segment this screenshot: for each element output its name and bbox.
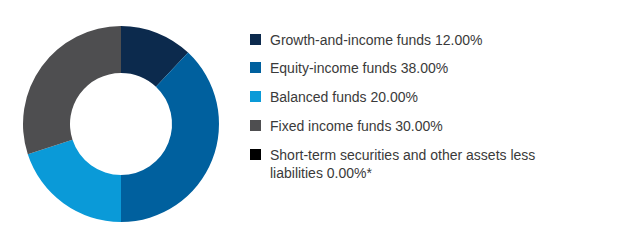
legend-value: 38.00% (401, 60, 448, 76)
legend-swatch (250, 120, 261, 131)
legend-label: Balanced funds (270, 89, 367, 105)
slice (121, 53, 219, 222)
legend-item: Balanced funds 20.00% (250, 88, 418, 106)
legend-swatch (250, 34, 261, 45)
legend-value: 30.00% (395, 118, 442, 134)
legend-text: Balanced funds 20.00% (270, 88, 418, 106)
legend-swatch (250, 62, 261, 73)
legend-text: Growth-and-income funds 12.00% (270, 31, 482, 49)
legend-label: Equity-income funds (270, 60, 397, 76)
legend-text: Short-term securities and other assets l… (270, 146, 545, 182)
legend-label: Fixed income funds (270, 118, 391, 134)
legend-text: Equity-income funds 38.00% (270, 59, 448, 77)
legend-item: Short-term securities and other assets l… (250, 146, 545, 182)
legend-item: Growth-and-income funds 12.00% (250, 31, 482, 49)
legend-value: 0.00%* (327, 165, 372, 181)
legend-label: Short-term securities and other assets l… (270, 147, 535, 181)
slice (121, 26, 122, 73)
slices (23, 26, 219, 222)
chart-root: Growth-and-income funds 12.00% Equity-inc… (0, 0, 625, 248)
legend-item: Equity-income funds 38.00% (250, 59, 448, 77)
legend-value: 12.00% (435, 32, 482, 48)
legend-label: Growth-and-income funds (270, 32, 431, 48)
slice (28, 140, 121, 222)
legend-text: Fixed income funds 30.00% (270, 117, 443, 135)
slice (23, 26, 121, 154)
legend-value: 20.00% (370, 89, 417, 105)
legend-swatch (250, 149, 261, 160)
legend-swatch (250, 91, 261, 102)
legend-item: Fixed income funds 30.00% (250, 117, 443, 135)
